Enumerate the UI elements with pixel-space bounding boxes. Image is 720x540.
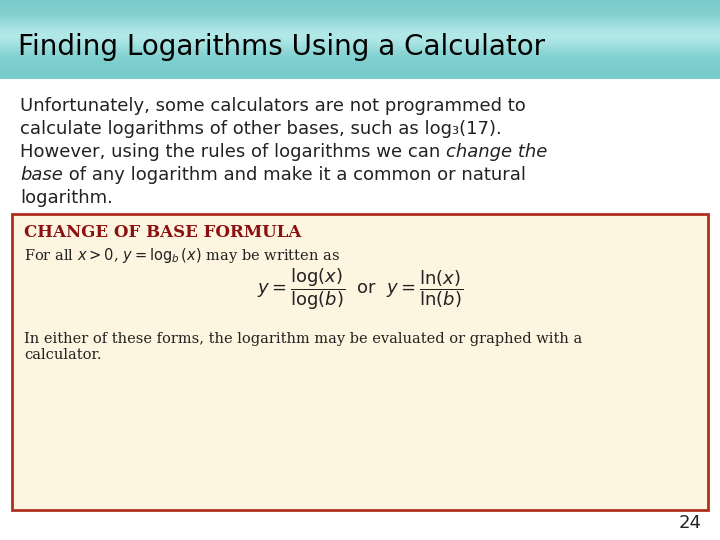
Bar xyxy=(0,21,720,23)
Bar xyxy=(0,25,720,27)
Bar xyxy=(0,64,720,66)
Bar xyxy=(0,30,720,32)
Bar xyxy=(0,69,720,70)
Bar xyxy=(0,20,720,22)
Bar xyxy=(0,0,720,2)
Bar xyxy=(0,79,720,540)
Bar xyxy=(0,60,720,63)
Bar xyxy=(0,32,720,33)
Text: CHANGE OF BASE FORMULA: CHANGE OF BASE FORMULA xyxy=(24,224,302,241)
Bar xyxy=(0,13,720,15)
Text: However, using the rules of logarithms we can: However, using the rules of logarithms w… xyxy=(20,143,446,161)
Bar xyxy=(0,29,720,31)
Bar xyxy=(0,24,720,25)
Text: $y = \dfrac{\log(x)}{\log(b)}$  or  $y = \dfrac{\ln(x)}{\ln(b)}$: $y = \dfrac{\log(x)}{\log(b)}$ or $y = \… xyxy=(257,266,463,312)
FancyBboxPatch shape xyxy=(12,214,708,510)
Text: change the: change the xyxy=(446,143,547,161)
Bar xyxy=(0,43,720,45)
Bar xyxy=(0,34,720,36)
Bar xyxy=(0,9,720,11)
Bar xyxy=(0,4,720,6)
Text: Finding Logarithms Using a Calculator: Finding Logarithms Using a Calculator xyxy=(18,33,545,62)
Bar xyxy=(0,50,720,52)
Bar xyxy=(0,51,720,53)
Bar xyxy=(0,76,720,78)
Bar xyxy=(0,49,720,51)
Bar xyxy=(0,18,720,20)
Text: In either of these forms, the logarithm may be evaluated or graphed with a: In either of these forms, the logarithm … xyxy=(24,332,582,346)
Bar xyxy=(0,36,720,37)
Text: of any logarithm and make it a common or natural: of any logarithm and make it a common or… xyxy=(63,166,526,184)
Bar xyxy=(0,3,720,4)
Text: calculate logarithms of other bases, such as log₃(17).: calculate logarithms of other bases, suc… xyxy=(20,120,502,138)
Bar xyxy=(0,38,720,40)
Bar xyxy=(0,17,720,19)
Bar xyxy=(0,75,720,77)
Bar xyxy=(0,11,720,12)
Text: Unfortunately, some calculators are not programmed to: Unfortunately, some calculators are not … xyxy=(20,97,526,115)
Bar xyxy=(0,42,720,44)
Text: base: base xyxy=(20,166,63,184)
Bar xyxy=(0,78,720,79)
Bar xyxy=(0,28,720,30)
Bar xyxy=(0,55,720,57)
Bar xyxy=(0,74,720,76)
Bar xyxy=(0,67,720,69)
Bar xyxy=(0,63,720,65)
Bar xyxy=(0,5,720,7)
Text: 24: 24 xyxy=(679,514,702,532)
Bar xyxy=(0,66,720,68)
Text: calculator.: calculator. xyxy=(24,348,102,362)
Bar xyxy=(0,15,720,16)
Bar xyxy=(0,26,720,28)
Bar xyxy=(0,59,720,61)
Bar xyxy=(0,58,720,60)
Bar xyxy=(0,12,720,14)
Bar xyxy=(0,71,720,73)
Bar xyxy=(0,57,720,58)
Bar xyxy=(0,62,720,64)
Bar xyxy=(0,54,720,56)
Bar xyxy=(0,37,720,39)
Bar xyxy=(0,6,720,9)
Bar xyxy=(0,33,720,35)
Bar xyxy=(0,8,720,10)
Bar xyxy=(0,46,720,48)
Bar xyxy=(0,53,720,55)
Bar xyxy=(0,70,720,72)
Bar xyxy=(0,72,720,74)
Bar xyxy=(0,16,720,18)
Bar xyxy=(0,41,720,43)
Bar xyxy=(0,45,720,46)
Text: For all $x > 0$, $y = \log_b(x)$ may be written as: For all $x > 0$, $y = \log_b(x)$ may be … xyxy=(24,246,340,265)
Bar xyxy=(0,39,720,42)
Bar xyxy=(0,1,720,3)
Bar xyxy=(0,22,720,24)
Text: logarithm.: logarithm. xyxy=(20,189,113,207)
Bar xyxy=(0,48,720,49)
